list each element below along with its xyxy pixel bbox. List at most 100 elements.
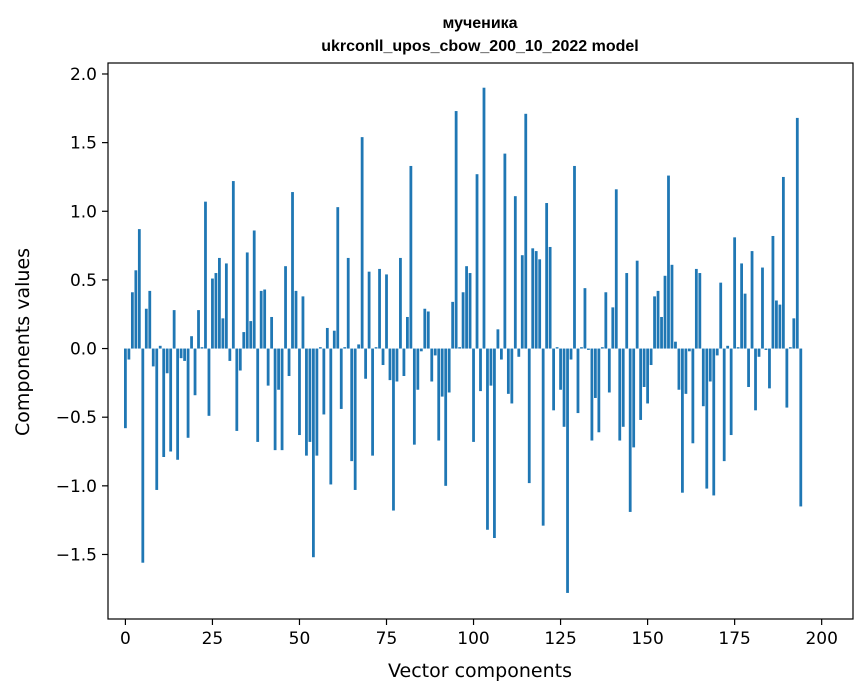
bar-component-0: [124, 348, 127, 429]
bar-component-21: [197, 310, 200, 349]
bar-component-121: [545, 203, 549, 349]
bar-component-84: [416, 348, 420, 390]
bar-component-8: [151, 348, 155, 367]
bar-component-127: [566, 348, 569, 593]
bar-component-36: [249, 321, 253, 349]
bar-component-31: [231, 181, 235, 349]
bar-component-181: [754, 348, 757, 411]
bar-component-149: [642, 348, 646, 387]
bar-component-194: [799, 348, 803, 507]
bar-component-45: [280, 348, 284, 451]
y-axis-label: Components values: [12, 248, 34, 436]
bar-component-78: [395, 348, 399, 382]
bar-component-103: [482, 87, 486, 349]
bar-component-154: [660, 316, 663, 349]
bar-component-193: [795, 117, 799, 349]
bar-component-79: [399, 257, 402, 349]
bar-component-3: [134, 270, 138, 349]
bar-component-168: [708, 348, 712, 382]
y-tick-label: −1.0: [56, 477, 97, 497]
bar-component-76: [388, 348, 392, 381]
bar-component-147: [635, 260, 639, 349]
bar-component-67: [357, 344, 361, 349]
bar-component-24: [207, 348, 211, 416]
bar-component-175: [733, 237, 737, 349]
chart-subtitle: ukrconll_upos_cbow_200_10_2022 model: [321, 38, 638, 55]
bar-component-116: [527, 348, 531, 484]
bar-component-7: [148, 290, 152, 349]
bar-component-180: [750, 251, 754, 349]
bar-component-71: [371, 348, 374, 456]
bar-component-96: [458, 347, 462, 349]
bar-component-10: [158, 345, 162, 349]
bar-component-17: [183, 348, 186, 361]
bar-component-74: [381, 348, 385, 366]
y-tick-label: 0.0: [70, 340, 97, 360]
bar-component-65: [350, 348, 354, 462]
bar-component-93: [447, 348, 451, 393]
bar-component-61: [336, 207, 340, 349]
x-tick-label: 150: [631, 629, 663, 649]
bar-component-11: [162, 348, 166, 457]
bar-component-169: [712, 348, 716, 496]
bar-component-20: [193, 348, 197, 396]
bar-component-112: [513, 196, 517, 349]
bar-component-184: [764, 348, 768, 350]
x-tick-label: 125: [544, 629, 576, 649]
bar-component-63: [343, 347, 347, 349]
bar-component-43: [273, 348, 277, 451]
bar-component-81: [406, 316, 409, 349]
bar-component-60: [332, 330, 336, 349]
bar-component-151: [649, 348, 653, 366]
bar-component-170: [715, 348, 719, 356]
bar-component-159: [677, 348, 681, 390]
bar-component-94: [451, 301, 455, 349]
bar-component-37: [252, 230, 256, 349]
x-axis-label: Vector components: [388, 660, 572, 682]
bar-component-139: [607, 348, 611, 393]
bar-component-118: [534, 251, 538, 349]
bar-component-54: [312, 348, 315, 558]
bar-component-128: [569, 348, 573, 360]
x-tick-label: 50: [289, 629, 311, 649]
bar-component-166: [701, 348, 705, 407]
bar-component-167: [705, 348, 709, 489]
bar-component-179: [747, 348, 750, 387]
bar-component-165: [698, 273, 702, 349]
y-axis-ticks: −1.5 −1.0 −0.5 0.0 0.5 1.0 1.5 2.0: [56, 65, 108, 565]
bar-component-102: [479, 348, 482, 392]
bar-component-183: [761, 267, 764, 349]
bar-component-186: [771, 235, 775, 349]
bar-component-73: [378, 268, 381, 349]
bar-component-115: [524, 113, 528, 349]
bar-component-114: [520, 255, 524, 349]
bar-component-119: [538, 259, 542, 349]
bar-component-111: [510, 348, 514, 404]
bar-component-131: [580, 347, 583, 349]
bar-component-35: [245, 252, 249, 349]
bar-component-86: [423, 308, 427, 349]
bar-component-98: [465, 266, 468, 349]
bar-component-82: [409, 165, 413, 349]
bar-component-95: [454, 111, 458, 349]
bar-component-51: [301, 296, 305, 349]
y-tick-label: 1.5: [70, 134, 97, 154]
bar-component-85: [419, 348, 423, 352]
bar-component-152: [653, 296, 656, 349]
bar-component-80: [402, 348, 406, 377]
bar-component-1: [127, 348, 131, 360]
bar-component-191: [788, 347, 792, 349]
bar-component-138: [604, 292, 608, 349]
bar-component-52: [305, 348, 308, 456]
bar-component-101: [475, 174, 479, 349]
y-tick-label: 2.0: [70, 65, 97, 85]
bar-component-124: [555, 347, 559, 349]
bar-component-47: [287, 348, 291, 377]
bar-component-109: [503, 153, 507, 349]
bar-component-5: [141, 348, 145, 563]
bar-component-18: [186, 348, 190, 438]
bar-component-110: [506, 348, 510, 394]
bar-component-122: [548, 246, 552, 349]
bar-component-22: [200, 347, 204, 349]
